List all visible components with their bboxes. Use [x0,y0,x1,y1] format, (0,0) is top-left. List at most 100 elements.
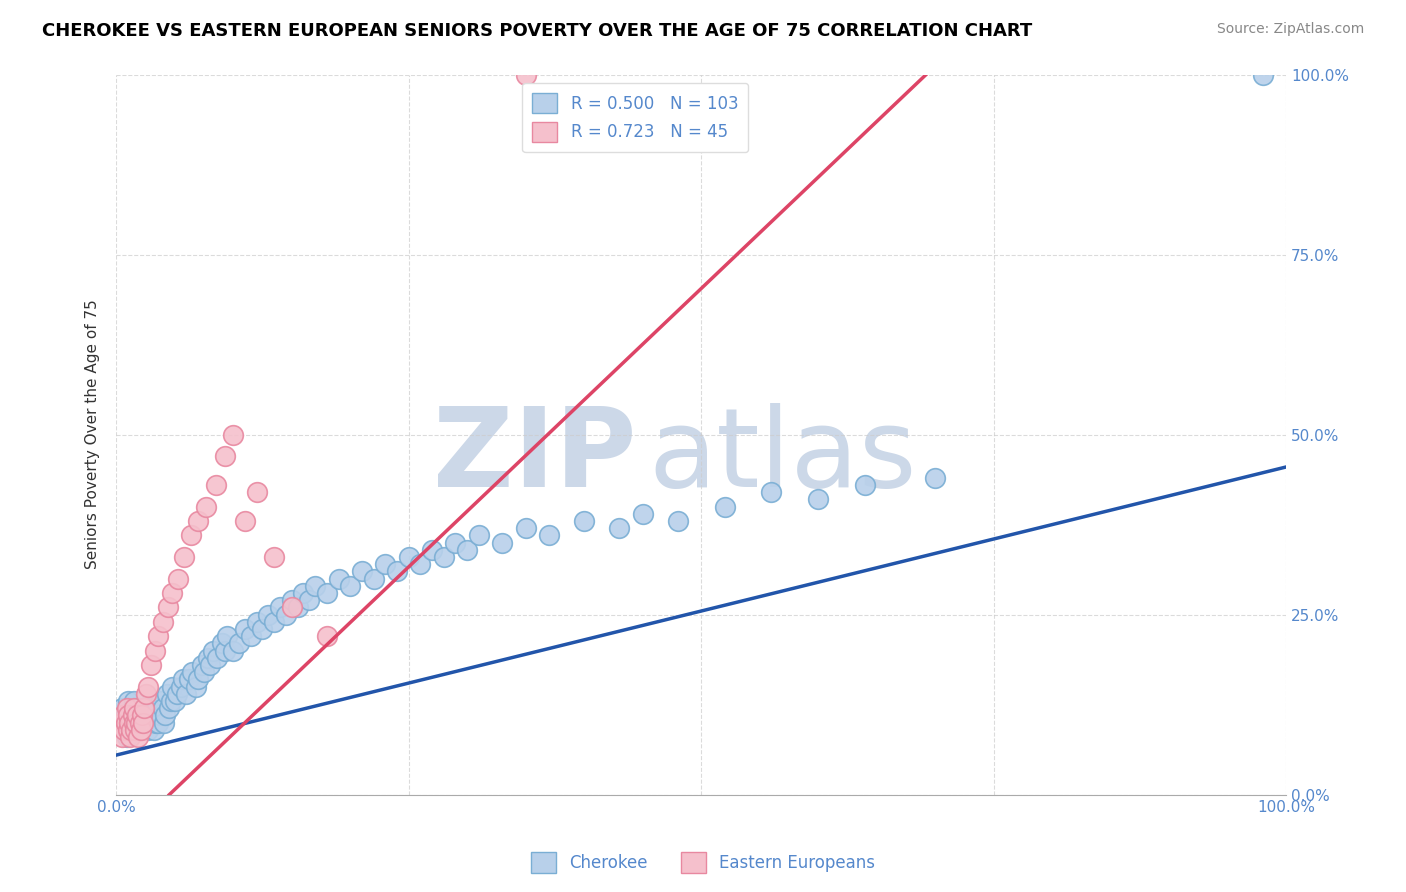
Point [128,730,150,744]
Point [115,701,138,715]
Point [110,715,132,730]
Point [111,701,134,715]
Point [131,708,153,723]
Point [287,600,309,615]
Point [125,715,148,730]
Point [807,492,830,507]
Point [114,708,136,723]
Point [117,694,139,708]
Point [117,723,139,737]
Point [128,715,150,730]
Point [125,723,148,737]
Point [205,651,228,665]
Point [120,730,142,744]
Point [134,701,156,715]
Point [122,694,145,708]
Point [148,708,170,723]
Point [124,723,146,737]
Point [114,723,136,737]
Point [117,708,139,723]
Point [211,636,233,650]
Point [134,715,156,730]
Point [280,593,302,607]
Point [121,701,143,715]
Point [177,673,200,687]
Point [214,643,236,657]
Point [263,549,285,564]
Point [292,586,315,600]
Point [162,680,184,694]
Point [124,708,146,723]
Point [127,708,149,723]
Point [173,549,195,564]
Point [409,558,432,572]
Point [713,500,735,514]
Point [143,643,166,657]
Point [156,600,179,615]
Point [269,600,291,615]
Point [149,694,172,708]
Point [134,701,156,715]
Point [280,600,302,615]
Point [166,687,188,701]
Point [197,651,219,665]
Point [148,629,170,643]
Point [239,629,262,643]
Point [263,615,285,629]
Point [433,549,456,564]
Legend: Cherokee, Eastern Europeans: Cherokee, Eastern Europeans [524,846,882,880]
Point [152,701,174,715]
Point [339,579,361,593]
Point [1251,68,1274,82]
Point [145,715,167,730]
Point [761,485,783,500]
Point [924,471,946,485]
Point [155,687,177,701]
Point [163,694,186,708]
Point [246,485,269,500]
Point [152,615,174,629]
Point [217,629,239,643]
Point [141,715,163,730]
Point [121,723,143,737]
Point [169,680,191,694]
Point [148,715,170,730]
Point [118,715,141,730]
Point [184,680,207,694]
Point [112,708,135,723]
Point [233,622,256,636]
Point [172,673,194,687]
Point [122,715,145,730]
Point [190,658,212,673]
Point [136,680,159,694]
Point [129,723,152,737]
Point [155,708,177,723]
Point [120,708,142,723]
Point [572,514,595,528]
Point [246,615,269,629]
Point [122,701,145,715]
Point [222,427,245,442]
Point [162,586,184,600]
Point [233,514,256,528]
Point [180,528,202,542]
Point [176,687,198,701]
Y-axis label: Seniors Poverty Over the Age of 75: Seniors Poverty Over the Age of 75 [86,300,100,569]
Point [198,658,221,673]
Point [114,715,136,730]
Point [131,715,153,730]
Point [138,715,160,730]
Point [121,723,143,737]
Point [143,708,166,723]
Point [128,715,150,730]
Point [491,535,513,549]
Text: Source: ZipAtlas.com: Source: ZipAtlas.com [1216,22,1364,37]
Point [132,708,155,723]
Point [129,723,152,737]
Point [121,708,143,723]
Point [298,593,321,607]
Point [122,715,145,730]
Point [181,665,204,680]
Point [115,730,138,744]
Point [274,607,297,622]
